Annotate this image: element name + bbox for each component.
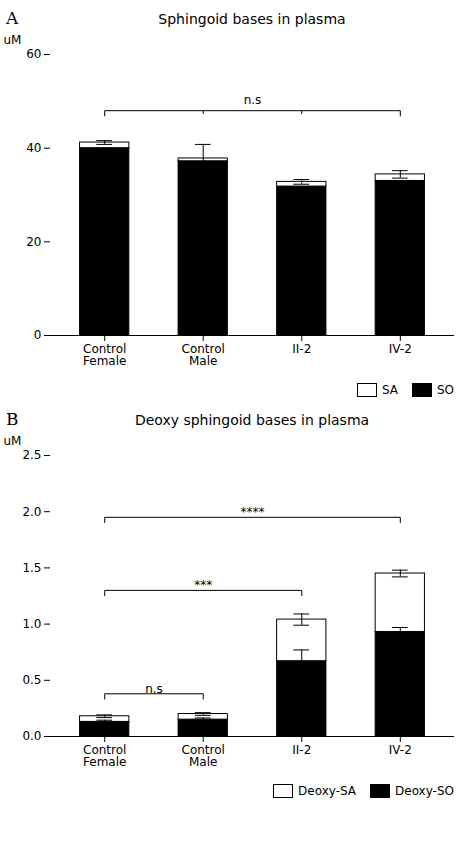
svg-text:60: 60 (26, 47, 41, 61)
svg-text:II-2: II-2 (292, 342, 311, 356)
svg-text:IV-2: IV-2 (389, 342, 412, 356)
html-text:Deoxy-SA: Deoxy-SA (298, 783, 356, 798)
svg-text:ControlMale: ControlMale (182, 743, 225, 769)
svg-text:II-2: II-2 (292, 743, 311, 757)
svg-text:ControlFemale: ControlFemale (83, 743, 126, 769)
svg-text:IV-2: IV-2 (389, 743, 412, 757)
svg-text:20: 20 (26, 235, 41, 249)
svg-text:40: 40 (26, 141, 41, 155)
html-text:Deoxy-SO: Deoxy-SO (395, 783, 454, 798)
html-text:SA: SA (381, 382, 398, 397)
svg-text:***: *** (194, 578, 212, 592)
html-text:Sphingoid bases in plasma: Sphingoid bases in plasma (158, 11, 346, 27)
svg-text:1.5: 1.5 (22, 561, 41, 575)
svg-text:0.0: 0.0 (22, 729, 41, 743)
html-text:SO: SO (436, 382, 454, 397)
svg-text:n.s: n.s (145, 682, 163, 696)
svg-text:0: 0 (34, 328, 42, 342)
svg-text:****: **** (241, 505, 265, 519)
svg-text:0.5: 0.5 (22, 673, 41, 687)
html-text:A: A (6, 8, 19, 28)
svg-text:uM: uM (4, 434, 22, 448)
svg-text:2.0: 2.0 (22, 505, 41, 519)
html-text:B: B (6, 409, 19, 429)
svg-text:n.s: n.s (244, 93, 262, 107)
svg-text:ControlFemale: ControlFemale (83, 342, 126, 368)
svg-text:1.0: 1.0 (22, 617, 41, 631)
svg-text:2.5: 2.5 (22, 448, 41, 462)
svg-text:uM: uM (4, 33, 22, 47)
svg-text:ControlMale: ControlMale (182, 342, 225, 368)
html-text:Deoxy sphingoid bases in plasm: Deoxy sphingoid bases in plasma (134, 412, 370, 428)
